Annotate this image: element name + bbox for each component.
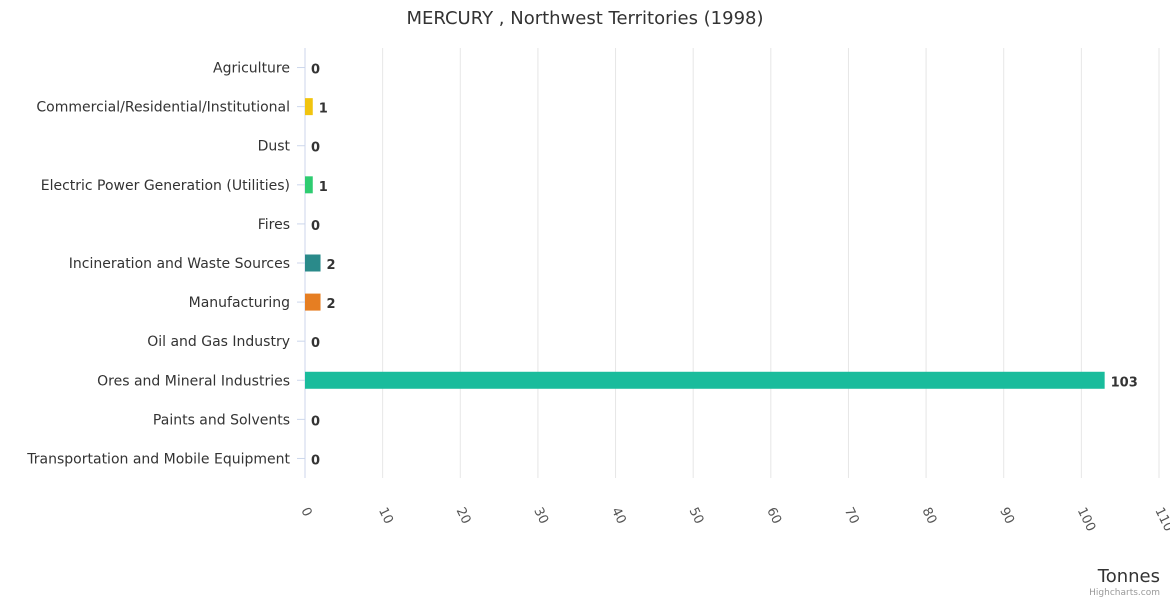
category-label: Paints and Solvents bbox=[153, 412, 290, 428]
data-label: 0 bbox=[311, 336, 320, 351]
category-label: Electric Power Generation (Utilities) bbox=[41, 178, 290, 194]
data-label: 2 bbox=[327, 258, 336, 273]
x-tick-label: 10 bbox=[375, 505, 396, 526]
x-tick-label: 40 bbox=[608, 505, 629, 526]
data-label: 0 bbox=[311, 219, 320, 234]
x-tick-labels: 0 10 20 30 40 50 60 70 80 90 100 110 bbox=[297, 505, 1170, 534]
x-tick-label: 50 bbox=[686, 505, 707, 526]
category-label: Commercial/Residential/Institutional bbox=[36, 100, 290, 116]
data-label: 1 bbox=[319, 102, 328, 117]
bar bbox=[305, 98, 313, 116]
bar bbox=[305, 371, 1105, 389]
data-label: 2 bbox=[327, 297, 336, 312]
x-tick-label: 0 bbox=[297, 505, 314, 519]
bar bbox=[305, 293, 321, 311]
x-tick-label: 100 bbox=[1074, 505, 1098, 534]
x-tick-label: 20 bbox=[453, 505, 474, 526]
data-labels: 0 1 0 1 0 2 2 0 103 0 0 bbox=[311, 63, 1138, 469]
category-label: Oil and Gas Industry bbox=[147, 334, 290, 350]
x-tick-label: 60 bbox=[763, 505, 784, 526]
category-label: Incineration and Waste Sources bbox=[69, 256, 290, 272]
value-axis-title: Tonnes bbox=[1097, 566, 1160, 587]
bar bbox=[305, 254, 321, 272]
chart-title: MERCURY , Northwest Territories (1998) bbox=[406, 8, 763, 29]
category-label: Ores and Mineral Industries bbox=[97, 373, 290, 389]
bar bbox=[305, 176, 313, 194]
x-tick-label: 110 bbox=[1151, 505, 1170, 534]
category-label: Agriculture bbox=[213, 61, 290, 77]
category-labels: Agriculture Commercial/Residential/Instit… bbox=[26, 61, 290, 468]
x-tick-label: 90 bbox=[996, 505, 1017, 526]
category-label: Fires bbox=[258, 217, 290, 233]
data-label: 1 bbox=[319, 180, 328, 195]
bars bbox=[305, 98, 1105, 389]
axes bbox=[297, 48, 306, 478]
credits-text: Highcharts.com bbox=[1089, 588, 1160, 598]
category-label: Manufacturing bbox=[189, 295, 290, 311]
data-label: 103 bbox=[1111, 375, 1138, 390]
category-label: Dust bbox=[258, 139, 291, 155]
x-tick-label: 70 bbox=[841, 505, 862, 526]
data-label: 0 bbox=[311, 141, 320, 156]
grid-lines bbox=[304, 48, 1160, 478]
data-label: 0 bbox=[311, 453, 320, 468]
data-label: 0 bbox=[311, 63, 320, 78]
category-label: Transportation and Mobile Equipment bbox=[26, 451, 290, 467]
data-label: 0 bbox=[311, 414, 320, 429]
x-tick-label: 30 bbox=[530, 505, 551, 526]
x-tick-label: 80 bbox=[918, 505, 939, 526]
